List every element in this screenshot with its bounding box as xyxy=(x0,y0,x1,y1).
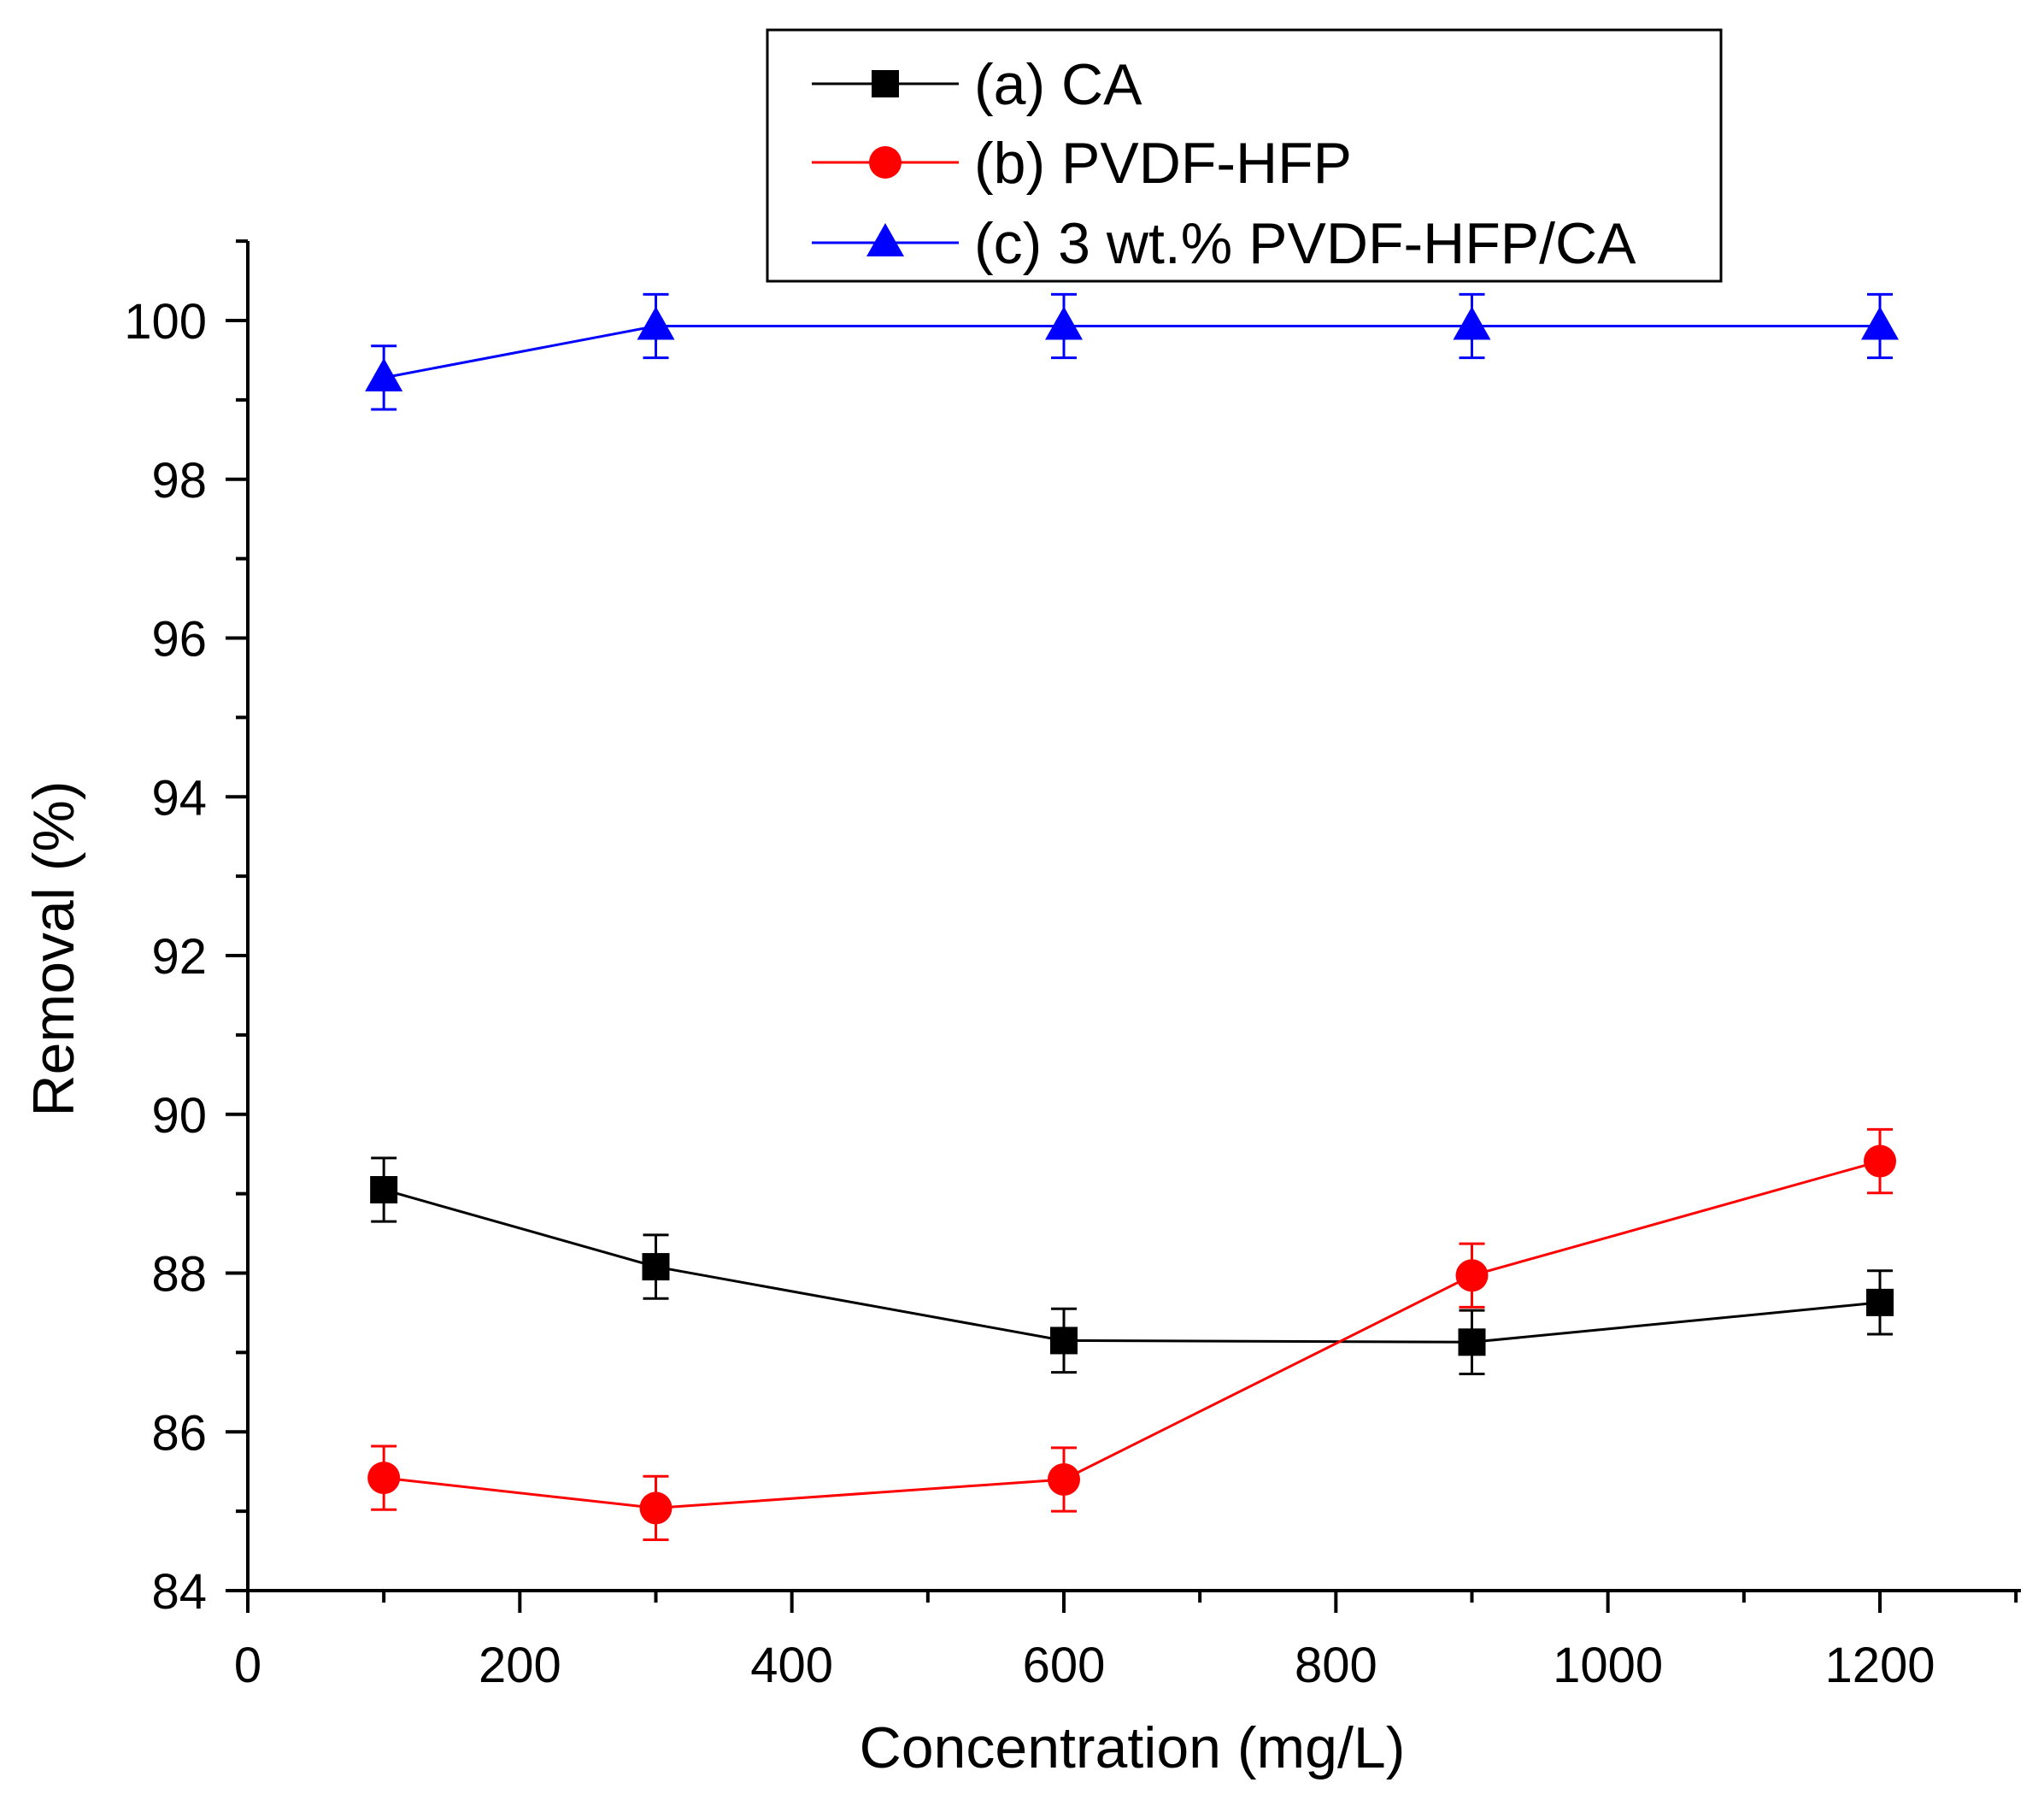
x-tick-label: 200 xyxy=(479,1638,561,1693)
x-tick-label: 1000 xyxy=(1553,1638,1663,1693)
series-layer xyxy=(365,292,1899,1542)
y-tick-label: 100 xyxy=(124,294,207,350)
data-point-square xyxy=(1050,1327,1078,1355)
legend-label: (a) CA xyxy=(974,52,1142,117)
series-line xyxy=(384,1160,1881,1509)
x-tick-label: 600 xyxy=(1023,1638,1106,1693)
series-triangle xyxy=(365,292,1899,411)
y-tick-label: 96 xyxy=(151,612,207,668)
x-tick-label: 400 xyxy=(750,1638,833,1693)
data-point-triangle xyxy=(637,306,675,340)
legend: (a) CA (b) PVDF-HFP (c) 3 wt.% PVDF-HFP/CA xyxy=(766,28,1723,283)
x-tick-label: 800 xyxy=(1295,1638,1377,1693)
x-tick-label: 1200 xyxy=(1824,1638,1935,1693)
data-point-triangle xyxy=(1861,306,1899,340)
legend-entry: (c) 3 wt.% PVDF-HFP/CA xyxy=(812,211,1636,276)
data-point-circle xyxy=(1455,1259,1489,1292)
data-point-square xyxy=(1458,1328,1486,1356)
series-square xyxy=(370,1156,1894,1375)
x-tick-label: 0 xyxy=(234,1638,261,1693)
legend-label: (c) 3 wt.% PVDF-HFP/CA xyxy=(974,211,1636,276)
y-axis-title: Removal (%) xyxy=(21,781,86,1117)
data-point-circle xyxy=(639,1491,673,1525)
y-tick-label: 84 xyxy=(151,1564,207,1620)
y-tick-label: 90 xyxy=(151,1088,207,1144)
data-point-triangle xyxy=(866,223,904,256)
y-tick-label: 92 xyxy=(151,929,207,985)
data-point-triangle xyxy=(1045,306,1083,340)
axes xyxy=(246,241,2021,1592)
ticks: 0 200 400 600 800 1000 1200 84 86 88 90 92 94 96 98 100 xyxy=(124,239,2018,1693)
data-point-circle xyxy=(869,146,902,179)
legend-entry: (b) PVDF-HFP xyxy=(812,131,1352,196)
data-point-square xyxy=(872,70,899,97)
data-point-square xyxy=(370,1175,398,1203)
data-point-square xyxy=(1866,1288,1894,1316)
y-tick-label: 88 xyxy=(151,1247,207,1303)
data-point-circle xyxy=(1048,1462,1080,1496)
data-point-square xyxy=(642,1253,670,1281)
x-axis-title: Concentration (mg/L) xyxy=(860,1715,1406,1780)
series-line xyxy=(383,1188,1881,1344)
data-point-triangle xyxy=(1453,306,1491,340)
y-tick-label: 86 xyxy=(151,1405,207,1461)
series-circle xyxy=(367,1127,1896,1542)
series-line xyxy=(383,325,1880,379)
data-point-circle xyxy=(367,1462,401,1495)
data-point-circle xyxy=(1864,1144,1896,1178)
data-point-triangle xyxy=(365,357,403,391)
y-tick-label: 94 xyxy=(151,770,207,826)
legend-entry: (a) CA xyxy=(812,52,1142,117)
legend-label: (b) PVDF-HFP xyxy=(974,131,1352,196)
y-tick-label: 98 xyxy=(151,453,207,509)
legend-box xyxy=(766,28,1723,283)
